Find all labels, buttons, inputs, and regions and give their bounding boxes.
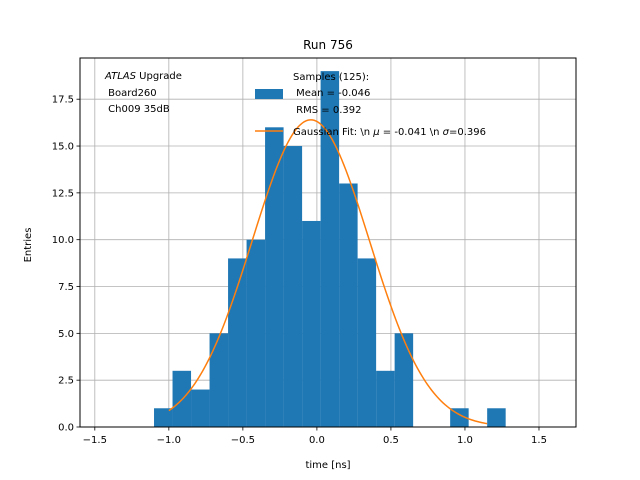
histogram-bar: [228, 258, 247, 427]
legend-sigma-symbol: σ: [443, 127, 450, 138]
y-tick-label: 12.5: [52, 188, 74, 199]
histogram-bar: [376, 370, 395, 427]
histogram-bar: [320, 71, 340, 428]
x-axis-ticks: −1.5 −1.0 −0.5 0.0 0.5 1.0 1.5: [83, 427, 547, 446]
histogram-bar: [394, 333, 414, 427]
annotation-board: Board260: [105, 88, 157, 99]
y-tick-label: 2.5: [58, 376, 74, 387]
x-tick-label: 1.0: [457, 435, 473, 446]
legend-fit-prefix: Gaussian Fit: \n: [293, 127, 373, 138]
histogram-bar: [283, 146, 303, 428]
legend-mu-symbol: μ: [372, 127, 379, 138]
x-tick-label: 0.5: [383, 435, 399, 446]
legend-rms: RMS = 0.392: [293, 105, 361, 116]
annotation-experiment-line: ATLAS Upgrade: [104, 71, 182, 82]
histogram-bar: [302, 220, 321, 427]
x-tick-label: −1.0: [157, 435, 181, 446]
annotation-experiment-suffix: Upgrade: [136, 71, 182, 82]
y-tick-label: 10.0: [52, 235, 74, 246]
x-tick-label: 1.5: [531, 435, 547, 446]
plot-frame: [79, 57, 577, 428]
y-tick-label: 5.0: [58, 329, 74, 340]
histogram-bar: [209, 333, 229, 427]
histogram-bar: [450, 408, 469, 427]
legend-sigma-value: =0.396: [449, 127, 486, 138]
y-tick-label: 7.5: [58, 282, 74, 293]
y-tick-label: 15.0: [52, 142, 74, 153]
x-axis-label: time [ns]: [305, 460, 350, 471]
legend-bar-swatch: [255, 89, 283, 99]
histogram-bar: [246, 239, 266, 427]
legend: Samples (125): Mean = -0.046 RMS = 0.392…: [255, 72, 486, 138]
gaussian-fit-curve: [168, 119, 488, 425]
histogram-bar: [339, 183, 358, 427]
legend-samples: Samples (125):: [293, 72, 369, 83]
chart-title: Run 756: [303, 38, 353, 52]
histogram-bar: [357, 258, 377, 427]
legend-mean: Mean = -0.046: [293, 88, 370, 99]
x-tick-label: 0.0: [309, 435, 325, 446]
annotation-channel: Ch009 35dB: [105, 104, 170, 115]
legend-mu-value: = -0.041 \n: [380, 127, 443, 138]
x-tick-label: −1.5: [83, 435, 107, 446]
histogram-bar: [154, 408, 173, 427]
annotation-box: ATLAS Upgrade Board260 Ch009 35dB: [104, 71, 182, 115]
legend-fit-label: Gaussian Fit: \n μ = -0.041 \n σ=0.396: [293, 127, 486, 138]
x-tick-label: −0.5: [231, 435, 255, 446]
y-tick-label: 17.5: [52, 95, 74, 106]
y-axis-ticks: 0.0 2.5 5.0 7.5 10.0 12.5 15.0 17.5: [52, 95, 80, 434]
annotation-experiment: ATLAS: [104, 71, 137, 82]
histogram-bar: [487, 408, 506, 427]
y-axis-label: Entries: [23, 228, 34, 263]
histogram-bar: [265, 127, 284, 427]
histogram-bars: [154, 71, 506, 428]
gaussian-fit-line: [168, 119, 488, 425]
y-tick-label: 0.0: [58, 423, 74, 434]
histogram-bar: [191, 389, 210, 427]
